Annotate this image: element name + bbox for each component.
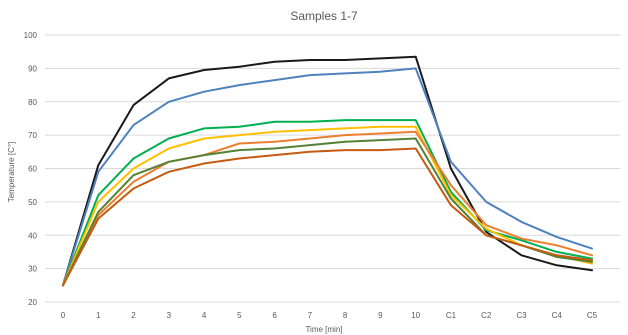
x-tick-label: C4	[552, 311, 563, 320]
x-tick-label: 2	[131, 311, 136, 320]
x-tick-labels: 0 1 2 3 4 5 6 7 8 9 10 C1 C2 C3 C4 C5	[61, 311, 598, 320]
series-line-6	[62, 137, 593, 287]
series-line-5	[62, 130, 593, 287]
x-tick-label: C3	[516, 311, 527, 320]
x-tick-label: 5	[237, 311, 242, 320]
series-line-3	[62, 119, 593, 287]
series-line-4	[62, 125, 593, 287]
y-tick-label: 60	[28, 165, 37, 174]
x-tick-label: C2	[481, 311, 492, 320]
x-tick-label: 4	[202, 311, 207, 320]
x-tick-label: 0	[61, 311, 66, 320]
y-tick-label: 70	[28, 131, 37, 140]
x-tick-label: 9	[378, 311, 383, 320]
x-tick-label: 1	[96, 311, 101, 320]
y-tick-label: 100	[24, 31, 38, 40]
chart-title: Samples 1-7	[290, 9, 358, 23]
series-line-7	[62, 147, 593, 287]
gridlines	[45, 34, 620, 303]
y-tick-label: 50	[28, 198, 37, 207]
y-tick-label: 20	[28, 298, 37, 307]
series-line-1	[62, 55, 593, 287]
x-tick-label: 3	[167, 311, 172, 320]
y-tick-label: 90	[28, 64, 37, 73]
x-axis-label: Time [min]	[305, 325, 342, 334]
series-lines	[62, 55, 593, 287]
x-tick-label: 10	[411, 311, 420, 320]
y-tick-label: 80	[28, 98, 37, 107]
x-tick-label: C1	[446, 311, 457, 320]
x-tick-label: 8	[343, 311, 348, 320]
y-axis-label: Temperature [C°]	[7, 142, 16, 203]
y-tick-label: 30	[28, 265, 37, 274]
y-tick-label: 40	[28, 231, 37, 240]
x-tick-label: 7	[308, 311, 313, 320]
x-tick-label: C5	[587, 311, 598, 320]
series-line-2	[62, 67, 593, 287]
x-tick-label: 6	[272, 311, 277, 320]
y-tick-labels: 20 30 40 50 60 70 80 90 100	[24, 31, 38, 307]
